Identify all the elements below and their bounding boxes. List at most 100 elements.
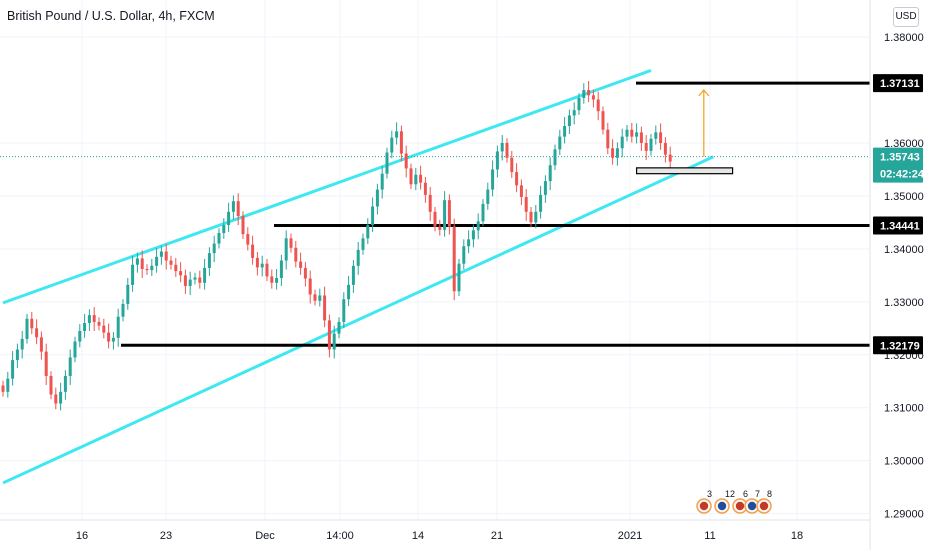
candle-body xyxy=(246,234,250,245)
event-flag-icon[interactable] xyxy=(756,498,772,514)
candle-body xyxy=(548,165,552,182)
candle-body xyxy=(303,267,307,279)
candle-body xyxy=(611,148,615,158)
candle-body xyxy=(15,349,19,361)
candle-body xyxy=(371,206,375,226)
candle-body xyxy=(1,385,5,392)
candle-body xyxy=(231,201,235,212)
channel-upper-line[interactable] xyxy=(2,69,652,305)
y-tick-label: 1.29000 xyxy=(884,509,924,521)
level-price-tag[interactable] xyxy=(873,216,923,235)
candle-body xyxy=(591,95,595,100)
event-flag-icon[interactable] xyxy=(714,498,730,514)
candle-body xyxy=(73,341,77,358)
candle-body xyxy=(207,253,211,268)
target-arrow-head[interactable] xyxy=(698,89,710,97)
candle-body xyxy=(428,194,432,212)
candle-body xyxy=(462,246,466,264)
channel-lower-line[interactable] xyxy=(2,155,715,485)
event-flag-icon[interactable] xyxy=(696,498,712,514)
level-price-tag[interactable] xyxy=(873,336,923,355)
x-tick-label: 23 xyxy=(160,530,172,542)
candle-body xyxy=(78,330,82,342)
x-tick-label: 21 xyxy=(491,530,503,542)
candle-body xyxy=(327,320,331,350)
candle-body xyxy=(481,203,485,222)
candle-body xyxy=(35,328,39,338)
candle-body xyxy=(49,375,53,395)
candle-body xyxy=(630,129,634,137)
candle-body xyxy=(284,238,288,261)
candle-body xyxy=(452,226,456,292)
candle-body xyxy=(361,238,365,250)
candle-body xyxy=(265,263,269,277)
level-price-label: 1.34441 xyxy=(880,221,920,233)
candle-body xyxy=(476,221,480,231)
economic-events[interactable]: 3 12 6 7 8 xyxy=(696,489,772,514)
level-price-tag[interactable] xyxy=(873,74,923,93)
candle-body xyxy=(227,211,231,226)
candle-body xyxy=(553,149,557,166)
candle-body xyxy=(596,99,600,112)
candle-body xyxy=(25,318,29,339)
candle-body xyxy=(54,394,58,404)
candle-body xyxy=(275,278,279,283)
annotations[interactable] xyxy=(635,89,734,175)
candle-body xyxy=(347,284,351,300)
candle-body xyxy=(443,200,447,230)
candle-body xyxy=(620,136,624,149)
candle-body xyxy=(635,132,639,137)
candle-body xyxy=(577,97,581,111)
candle-body xyxy=(59,391,63,404)
candle-body xyxy=(251,244,255,258)
candle-body xyxy=(236,201,240,217)
candle-body xyxy=(668,154,672,162)
support-zone-box[interactable] xyxy=(635,167,734,175)
candlesticks xyxy=(1,81,672,411)
event-flag-icon[interactable] xyxy=(732,498,748,514)
x-axis: 16 23 Dec 14:00 14 21 2021 11 18 xyxy=(0,519,870,542)
candle-body xyxy=(289,238,293,248)
candle-body xyxy=(116,316,120,338)
candle-body xyxy=(366,225,370,239)
horizontal-levels[interactable] xyxy=(0,81,870,347)
level-price-label: 1.37131 xyxy=(880,78,920,90)
candle-body xyxy=(111,337,115,342)
x-tick-label: 16 xyxy=(76,530,88,542)
candle-body xyxy=(299,261,303,268)
candle-body xyxy=(212,243,216,254)
level-price-label: 1.32179 xyxy=(880,340,920,352)
y-axis[interactable]: 1.290001.300001.310001.320001.330001.340… xyxy=(869,0,932,550)
candle-body xyxy=(30,318,34,329)
event-count: 3 xyxy=(707,489,712,499)
candle-body xyxy=(179,271,183,276)
candle-body xyxy=(203,267,207,283)
event-count: 7 xyxy=(755,489,760,499)
candle-body xyxy=(159,251,163,257)
candle-body xyxy=(639,132,643,143)
currency-button[interactable]: USD xyxy=(893,7,919,27)
candle-body xyxy=(505,142,509,158)
candle-body xyxy=(649,138,653,151)
candle-body xyxy=(270,276,274,283)
candle-body xyxy=(447,200,451,227)
candle-body xyxy=(491,169,495,190)
candle-body xyxy=(332,333,336,350)
candle-body xyxy=(654,132,658,139)
current-price-tag[interactable] xyxy=(873,147,923,183)
candle-body xyxy=(663,142,667,155)
x-tick-label: 2021 xyxy=(618,530,642,542)
candle-body xyxy=(318,295,322,301)
candle-body xyxy=(385,152,389,174)
candle-body xyxy=(495,151,499,170)
candle-body xyxy=(131,264,135,285)
candle-body xyxy=(529,211,533,223)
trend-channel[interactable] xyxy=(2,69,715,485)
event-flag-core xyxy=(717,501,727,511)
candle-body xyxy=(6,378,10,392)
candle-body xyxy=(68,357,72,376)
y-tick-label: 1.35000 xyxy=(884,191,924,203)
event-flag-icon[interactable] xyxy=(744,498,760,514)
